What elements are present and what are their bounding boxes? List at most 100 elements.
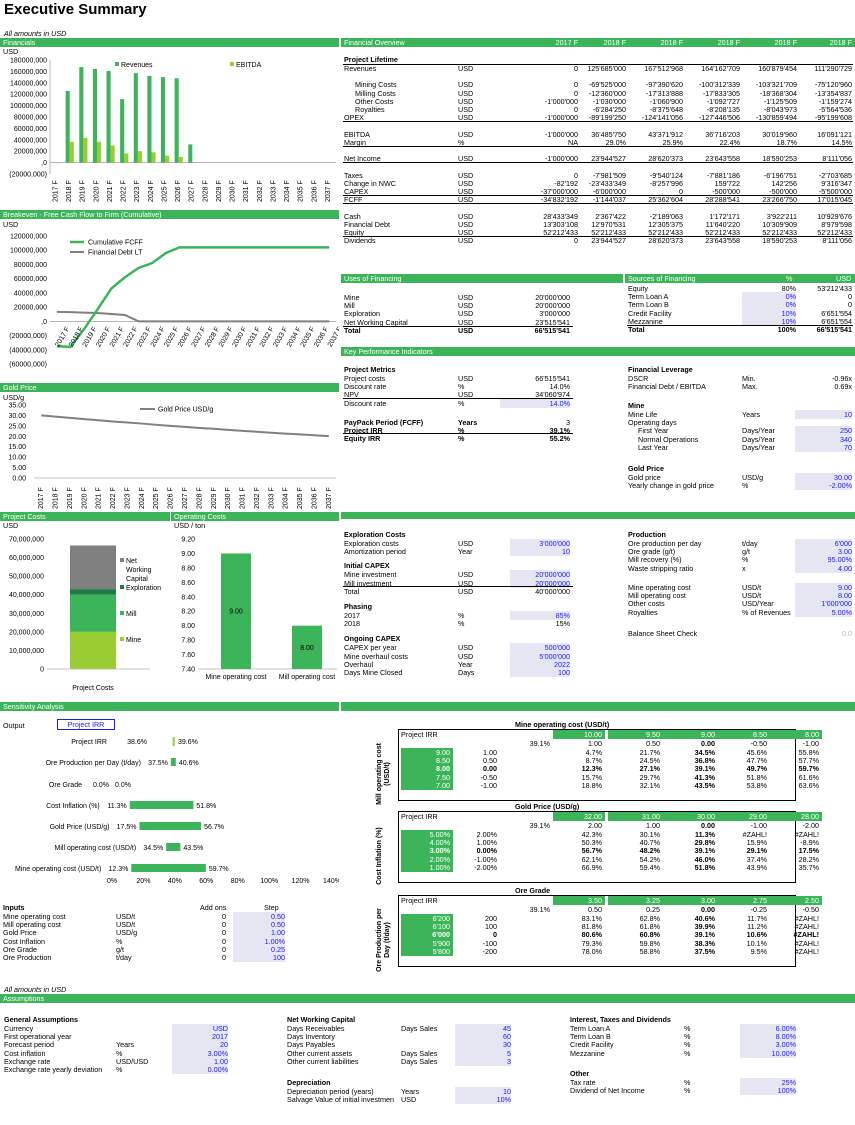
sens-step[interactable]: 0.50 <box>233 920 285 930</box>
grid-row-delta[interactable]: -1.00% <box>474 854 497 864</box>
grid-row-delta[interactable]: 1.00% <box>476 838 497 848</box>
input-value[interactable]: 20'000'000 <box>510 578 570 588</box>
sens-step[interactable]: 100 <box>233 953 285 962</box>
sens-addon[interactable]: 0 <box>222 928 226 938</box>
sens-step[interactable]: 1.00 <box>233 928 285 938</box>
grid-row-delta[interactable]: -100 <box>482 938 497 948</box>
grid-row-delta[interactable]: 0.50 <box>483 756 497 766</box>
sens-addon[interactable]: 0 <box>222 936 226 946</box>
sens-step[interactable]: 1.00% <box>233 936 285 946</box>
grid-delta[interactable]: -1.00 <box>802 739 819 748</box>
sources-pct[interactable]: 10% <box>742 316 796 326</box>
input-value[interactable]: 9.00 <box>795 583 852 592</box>
grid-delta[interactable]: 0.50 <box>588 905 602 914</box>
grid-delta[interactable]: -1.00 <box>750 821 767 830</box>
kpi-input[interactable]: 10 <box>795 410 852 419</box>
assumption-value[interactable]: 20 <box>172 1040 228 1050</box>
kpi-input[interactable]: 340 <box>795 434 852 444</box>
grid-delta[interactable]: 39.1% <box>529 821 550 830</box>
grid-row-delta[interactable]: -1.00 <box>480 780 497 790</box>
input-value[interactable]: 4.00 <box>795 563 852 573</box>
sens-step[interactable]: 0.25 <box>233 944 285 954</box>
sens-addon[interactable]: 0 <box>222 944 226 954</box>
grid-delta[interactable]: 0.50 <box>646 739 660 748</box>
grid-row-delta[interactable]: 100 <box>485 922 497 932</box>
input-value[interactable]: 3.00 <box>795 547 852 557</box>
sens-addon[interactable]: 0 <box>222 953 226 962</box>
grid-row-delta[interactable]: -0.50 <box>480 772 497 782</box>
assumption-value[interactable]: 3.00% <box>740 1040 796 1050</box>
grid-delta[interactable]: 1.00 <box>588 739 602 748</box>
grid-delta[interactable]: 39.1% <box>529 739 550 748</box>
assumption-value[interactable]: 10 <box>455 1087 511 1096</box>
grid-row-delta[interactable]: 0 <box>493 930 497 940</box>
assumption-value[interactable]: 10% <box>455 1095 511 1105</box>
input-value[interactable]: 5'000'000 <box>510 651 570 661</box>
grid-row-delta[interactable]: 0.00 <box>483 764 497 774</box>
kpi-input[interactable]: -2.00% <box>795 481 852 491</box>
assumption-value[interactable]: 100% <box>740 1086 796 1096</box>
kpi-input[interactable]: 250 <box>795 426 852 436</box>
fo-cell: 52'212'433 <box>648 228 683 237</box>
fo-cell: 0 <box>574 236 578 246</box>
sources-pct[interactable]: 0% <box>742 292 796 302</box>
grid-row-delta[interactable]: 0.00% <box>476 846 497 856</box>
grid-delta[interactable]: 1.00 <box>646 821 660 830</box>
sens-step[interactable]: 0.50 <box>233 912 285 921</box>
sens-addon[interactable]: 0 <box>222 920 226 930</box>
input-value[interactable]: 1'000'000 <box>795 599 852 609</box>
input-value[interactable]: 3'000'000 <box>510 539 570 548</box>
input-value[interactable]: 100 <box>510 668 570 677</box>
input-value[interactable]: 5.00% <box>795 607 852 617</box>
input-value[interactable]: 95.00% <box>795 555 852 565</box>
assumption-value[interactable]: 5 <box>455 1048 511 1058</box>
assumption-unit: % <box>684 1032 691 1042</box>
input-value[interactable]: 20'000'000 <box>510 570 570 580</box>
grid-row-delta[interactable]: -2.00% <box>474 862 497 872</box>
kpi-value[interactable]: 14.0% <box>500 398 570 408</box>
grid-delta[interactable]: 0.25 <box>646 905 660 914</box>
assumption-value[interactable]: 8.00% <box>740 1032 796 1042</box>
grid-row-delta[interactable]: 1.00 <box>483 748 497 757</box>
fo-cell: 43'371'912 <box>648 129 683 139</box>
grid-delta[interactable]: -0.25 <box>750 905 767 914</box>
assumption-value[interactable]: 1.00 <box>172 1056 228 1066</box>
grid-delta[interactable]: 2.00 <box>588 821 602 830</box>
grid-delta[interactable]: -2.00 <box>802 821 819 830</box>
assumption-value[interactable]: 3 <box>455 1056 511 1066</box>
tornado-lo: 0.0% <box>93 782 109 789</box>
grid-row-delta[interactable]: -200 <box>482 946 497 956</box>
x-tick: 2033 F <box>268 487 275 509</box>
grid-delta[interactable]: 0.00 <box>701 821 715 830</box>
assumption-value[interactable]: 25% <box>740 1078 796 1087</box>
grid-delta[interactable]: 0.00 <box>701 739 715 748</box>
input-value[interactable]: 500'000 <box>510 643 570 653</box>
assumption-value[interactable]: 30 <box>455 1040 511 1050</box>
assumption-value[interactable]: 2017 <box>172 1032 228 1042</box>
grid-delta[interactable]: 0.00 <box>701 905 715 914</box>
kpi-input[interactable]: 30.00 <box>795 473 852 482</box>
grid-delta[interactable]: -0.50 <box>750 739 767 748</box>
assumption-value[interactable]: USD <box>172 1024 228 1033</box>
kpi-input[interactable]: 70 <box>795 442 852 452</box>
assumption-value[interactable]: 0.00% <box>172 1065 228 1074</box>
grid-delta[interactable]: -0.50 <box>802 905 819 914</box>
input-value[interactable]: 2022 <box>510 659 570 669</box>
assumption-value[interactable]: 60 <box>455 1032 511 1042</box>
assumption-value[interactable]: 6.00% <box>740 1024 796 1033</box>
input-value[interactable]: 85% <box>510 611 570 620</box>
input-value[interactable]: 6'000 <box>795 539 852 548</box>
assumption-value[interactable]: 3.00% <box>172 1048 228 1058</box>
sources-pct[interactable]: 10% <box>742 308 796 318</box>
sources-pct[interactable]: 0% <box>742 300 796 310</box>
grid-delta[interactable]: 39.1% <box>529 905 550 914</box>
grid-row-delta[interactable]: 200 <box>485 914 497 923</box>
output-select[interactable]: Project IRR <box>57 719 115 730</box>
sens-addon[interactable]: 0 <box>222 912 226 921</box>
assumption-value[interactable]: 10.00% <box>740 1048 796 1058</box>
input-value[interactable]: 10 <box>510 547 570 557</box>
input-value[interactable]: 8.00 <box>795 591 852 601</box>
tornado-hi: 51.8% <box>196 803 216 810</box>
grid-row-delta[interactable]: 2.00% <box>476 830 497 839</box>
assumption-value[interactable]: 45 <box>455 1024 511 1033</box>
